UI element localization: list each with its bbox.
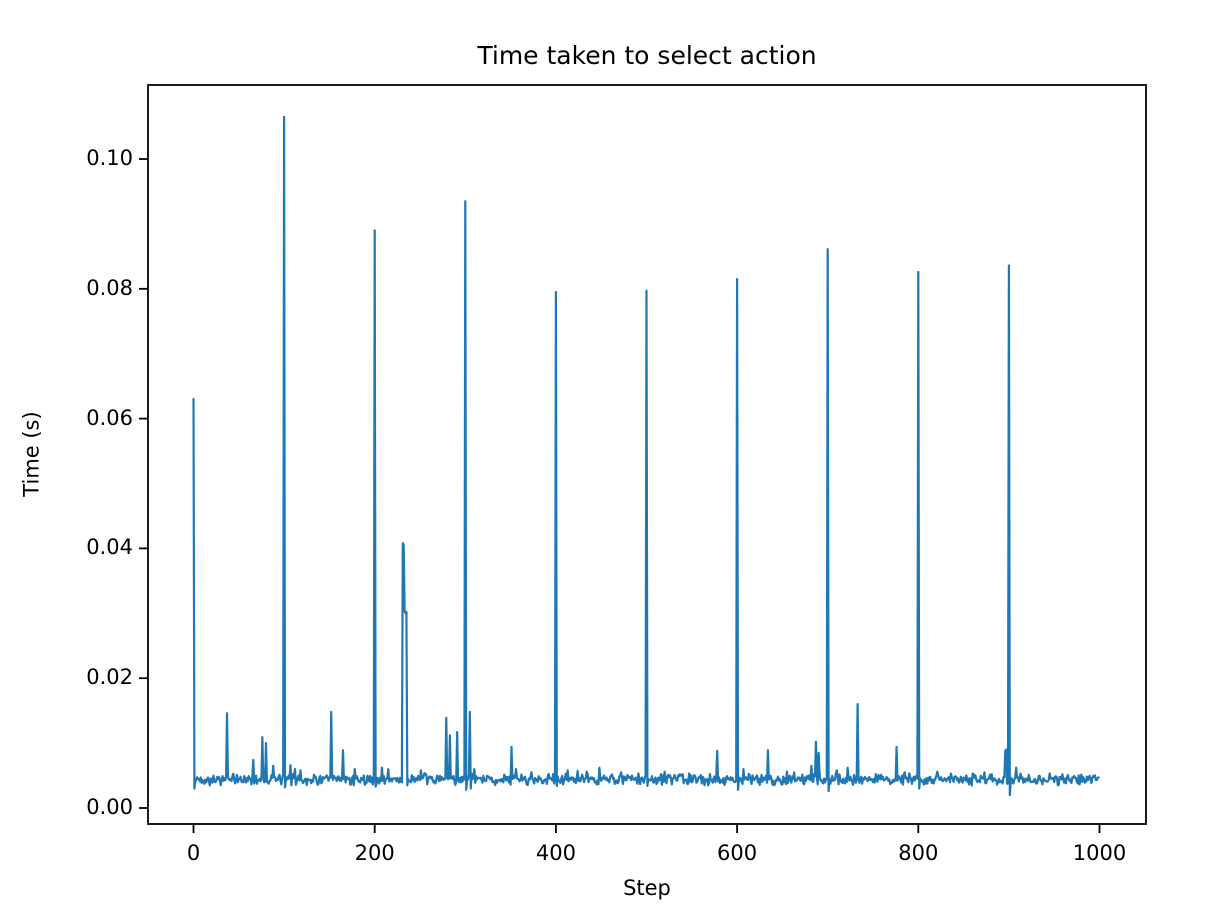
x-tick-label: 0 xyxy=(186,841,201,865)
x-tick-label: 1000 xyxy=(1072,841,1127,865)
y-tick-label: 0.10 xyxy=(86,146,133,170)
y-axis-label: Time (s) xyxy=(19,411,44,497)
time-series-line xyxy=(192,115,1100,797)
y-tick-label: 0.06 xyxy=(86,405,133,430)
x-tick-label: 200 xyxy=(354,841,395,865)
x-tick-label: 600 xyxy=(717,841,758,865)
chart-title: Time taken to select action xyxy=(477,41,817,70)
y-tick-label: 0.08 xyxy=(86,275,133,300)
y-tick-label: 0.04 xyxy=(86,535,133,560)
y-tick-label: 0.00 xyxy=(86,795,133,819)
x-axis-label: Step xyxy=(623,876,671,900)
x-tick-label: 800 xyxy=(898,841,939,865)
x-tick-label: 400 xyxy=(535,841,576,865)
axes-frame xyxy=(147,84,1147,825)
y-tick-label: 0.02 xyxy=(86,665,133,690)
